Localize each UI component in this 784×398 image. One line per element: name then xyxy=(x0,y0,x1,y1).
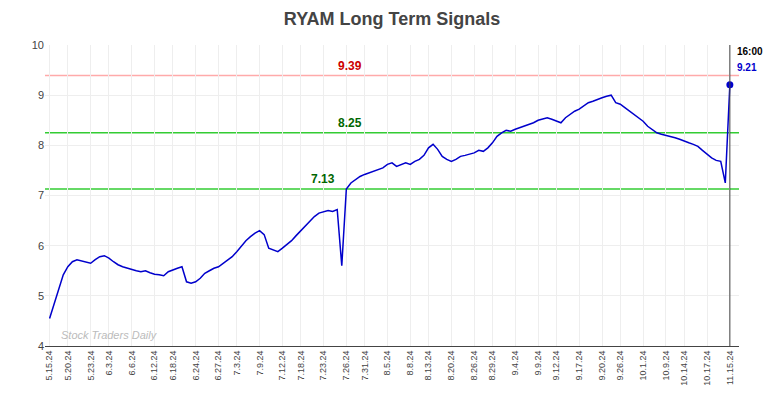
svg-text:8.25: 8.25 xyxy=(338,116,362,130)
svg-text:16:00: 16:00 xyxy=(737,46,763,57)
svg-text:6.24.24: 6.24.24 xyxy=(191,351,201,381)
svg-text:10.14.24: 10.14.24 xyxy=(679,351,689,386)
svg-text:6.6.24: 6.6.24 xyxy=(127,351,137,376)
svg-text:5.20.24: 5.20.24 xyxy=(63,351,73,381)
svg-text:7.18.24: 7.18.24 xyxy=(296,351,306,381)
svg-text:7.3.24: 7.3.24 xyxy=(232,351,242,376)
svg-text:10.9.24: 10.9.24 xyxy=(661,351,671,381)
svg-text:RYAM Long Term Signals: RYAM Long Term Signals xyxy=(284,9,500,29)
svg-text:5.15.24: 5.15.24 xyxy=(44,351,54,381)
svg-text:8.29.24: 8.29.24 xyxy=(487,351,497,381)
svg-text:6.3.24: 6.3.24 xyxy=(104,351,114,376)
svg-text:4: 4 xyxy=(38,340,44,352)
svg-text:9.12.24: 9.12.24 xyxy=(551,351,561,381)
svg-text:10: 10 xyxy=(32,39,44,51)
svg-text:9.21: 9.21 xyxy=(737,62,757,73)
svg-text:8: 8 xyxy=(38,139,44,151)
svg-text:5.23.24: 5.23.24 xyxy=(86,351,96,381)
svg-text:10.1.24: 10.1.24 xyxy=(638,351,648,381)
svg-text:8.5.24: 8.5.24 xyxy=(382,351,392,376)
svg-text:7: 7 xyxy=(38,189,44,201)
svg-text:8.8.24: 8.8.24 xyxy=(405,351,415,376)
svg-text:5: 5 xyxy=(38,290,44,302)
svg-text:9.4.24: 9.4.24 xyxy=(510,351,520,376)
svg-text:7.23.24: 7.23.24 xyxy=(318,351,328,381)
svg-text:7.13: 7.13 xyxy=(311,172,335,186)
svg-text:6.12.24: 6.12.24 xyxy=(150,351,160,381)
svg-text:7.9.24: 7.9.24 xyxy=(255,351,265,376)
svg-text:9: 9 xyxy=(38,89,44,101)
svg-text:9.39: 9.39 xyxy=(338,59,362,73)
svg-text:10.17.24: 10.17.24 xyxy=(702,351,712,386)
svg-text:6.18.24: 6.18.24 xyxy=(168,351,178,381)
svg-text:8.13.24: 8.13.24 xyxy=(423,351,433,381)
svg-text:8.20.24: 8.20.24 xyxy=(446,351,456,381)
svg-text:7.26.24: 7.26.24 xyxy=(341,351,351,381)
svg-text:9.20.24: 9.20.24 xyxy=(597,351,607,381)
svg-text:11.15.24: 11.15.24 xyxy=(725,351,735,385)
svg-text:7.31.24: 7.31.24 xyxy=(360,351,370,381)
svg-text:9.17.24: 9.17.24 xyxy=(574,351,584,381)
svg-text:9.26.24: 9.26.24 xyxy=(615,351,625,381)
svg-text:9.9.24: 9.9.24 xyxy=(533,351,543,376)
svg-text:8.26.24: 8.26.24 xyxy=(469,351,479,381)
svg-text:6.27.24: 6.27.24 xyxy=(213,351,223,381)
svg-text:Stock Traders Daily: Stock Traders Daily xyxy=(61,329,158,341)
svg-text:7.12.24: 7.12.24 xyxy=(277,351,287,381)
svg-text:6: 6 xyxy=(38,240,44,252)
